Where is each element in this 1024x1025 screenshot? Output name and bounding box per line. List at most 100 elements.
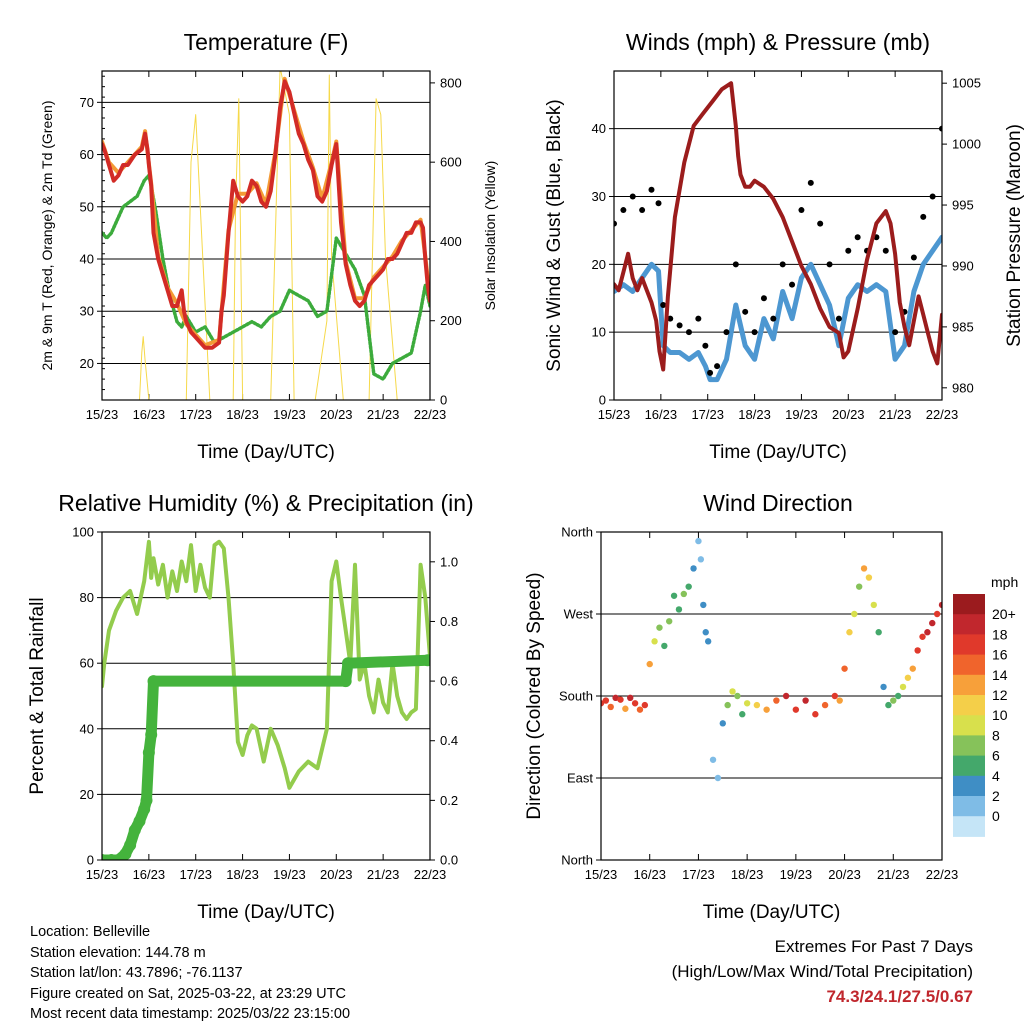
gust-point bbox=[892, 329, 899, 336]
temperature-x-label: Time (Day/UTC) bbox=[197, 442, 335, 463]
legend-label: 10 bbox=[992, 707, 1008, 723]
winds-x-tick-label: 18/23 bbox=[738, 407, 771, 422]
legend-label: 16 bbox=[992, 647, 1008, 663]
created-text: Figure created on Sat, 2025-03-22, at 23… bbox=[30, 985, 346, 1002]
direction-panel: 15/23 16/23 17/23 18/23 19/23 20/23 21/23 22/23… bbox=[524, 490, 958, 923]
direction-point bbox=[641, 701, 649, 709]
gust-point bbox=[910, 254, 917, 261]
humidity-y-ticks: 0 20 40 60 80 100 bbox=[72, 525, 102, 868]
direction-point bbox=[894, 692, 902, 700]
precip-line bbox=[102, 654, 430, 860]
temperature-y-right-tick-label: 600 bbox=[440, 155, 462, 170]
winds-x-label: Time (Day/UTC) bbox=[709, 442, 847, 463]
dewpoint-line bbox=[102, 173, 430, 381]
gust-point bbox=[660, 302, 667, 309]
winds-title: Winds (mph) & Pressure (mb) bbox=[626, 29, 930, 55]
direction-point bbox=[880, 683, 887, 691]
direction-title: Wind Direction bbox=[703, 490, 853, 516]
gust-point bbox=[639, 207, 646, 214]
direction-point bbox=[841, 665, 848, 672]
humidity-x-tick-label: 22/23 bbox=[414, 867, 447, 882]
direction-point bbox=[855, 583, 863, 590]
direction-point bbox=[933, 610, 941, 618]
legend-swatch bbox=[953, 695, 985, 716]
gust-point bbox=[751, 329, 758, 336]
winds-y-right-tick-label: 995 bbox=[952, 198, 974, 213]
direction-x-ticks: 15/23 16/23 17/23 18/23 19/23 20/23 21/23 22/23 bbox=[585, 532, 958, 882]
direction-point bbox=[612, 694, 619, 702]
humidity-x-tick-label: 17/23 bbox=[179, 867, 212, 882]
direction-x-tick-label: 19/23 bbox=[780, 867, 813, 882]
winds-y-right-tick-label: 985 bbox=[952, 319, 974, 334]
direction-point bbox=[695, 537, 702, 545]
winds-y-right-tick-label: 1000 bbox=[952, 137, 981, 152]
gust-point bbox=[920, 213, 927, 220]
direction-point bbox=[690, 565, 697, 572]
legend-swatch bbox=[953, 816, 985, 837]
winds-x-tick-label: 22/23 bbox=[926, 407, 959, 422]
direction-point bbox=[724, 701, 731, 709]
temperature-y-right-tick-label: 800 bbox=[440, 75, 462, 90]
direction-point bbox=[929, 619, 936, 627]
legend-swatch bbox=[953, 755, 985, 777]
temperature-y-label: 2m & 9m T (Red, Orange) & 2m Td (Green) bbox=[39, 101, 55, 371]
legend-label: 4 bbox=[992, 768, 1000, 784]
temperature-y-right-tick-label: 400 bbox=[440, 234, 462, 249]
gust-point bbox=[929, 193, 936, 200]
direction-y-tick-label: North bbox=[561, 853, 593, 868]
direction-point bbox=[631, 700, 639, 707]
winds-gridlines bbox=[614, 128, 942, 333]
gust-point bbox=[695, 315, 702, 322]
temperature-x-tick-label: 20/23 bbox=[320, 407, 353, 422]
temperature-frame bbox=[101, 70, 431, 401]
direction-point bbox=[792, 706, 800, 713]
latlon-text: Station lat/lon: 43.7896; -76.1137 bbox=[30, 965, 243, 981]
direction-point bbox=[670, 592, 678, 599]
direction-point bbox=[651, 638, 658, 645]
gust-point bbox=[614, 220, 617, 227]
winds-y-tick-label: 0 bbox=[599, 393, 606, 408]
gust-point bbox=[620, 207, 627, 214]
direction-point bbox=[734, 692, 741, 700]
direction-point bbox=[870, 601, 877, 609]
direction-point bbox=[697, 556, 705, 563]
pressure-line bbox=[614, 81, 942, 372]
humidity-x-tick-label: 20/23 bbox=[320, 867, 353, 882]
direction-x-label: Time (Day/UTC) bbox=[703, 902, 841, 923]
legend-swatch bbox=[953, 796, 985, 817]
legend-label: 12 bbox=[992, 687, 1008, 703]
direction-point bbox=[666, 618, 673, 625]
legend-label: 2 bbox=[992, 788, 1000, 804]
direction-point bbox=[899, 683, 907, 691]
location-text: Location: Belleville bbox=[30, 924, 151, 940]
humidity-x-tick-label: 21/23 bbox=[367, 867, 400, 882]
gust-point bbox=[789, 281, 796, 288]
humidity-x-tick-label: 15/23 bbox=[86, 867, 119, 882]
humidity-y-tick-label: 0 bbox=[87, 853, 94, 868]
gust-point bbox=[817, 220, 824, 227]
direction-point bbox=[709, 756, 717, 763]
winds-y-tick-label: 30 bbox=[592, 189, 606, 204]
direction-point bbox=[831, 692, 839, 700]
gust-point bbox=[742, 308, 749, 315]
direction-points bbox=[601, 537, 942, 782]
temp-2m-line bbox=[102, 79, 430, 350]
direction-point bbox=[782, 692, 790, 700]
direction-point bbox=[865, 574, 873, 581]
temperature-x-tick-label: 19/23 bbox=[273, 407, 306, 422]
winds-frame bbox=[613, 70, 943, 401]
gust-point bbox=[667, 315, 674, 322]
gust-points bbox=[614, 125, 942, 376]
winds-x-ticks: 15/23 16/23 17/23 18/23 19/23 20/23 21/23 22/23 bbox=[598, 71, 959, 422]
temperature-y-right-tick-label: 200 bbox=[440, 313, 462, 328]
humidity-x-label: Time (Day/UTC) bbox=[197, 902, 335, 923]
humidity-x-tick-label: 18/23 bbox=[226, 867, 259, 882]
humidity-y-right-tick-label: 1.0 bbox=[440, 554, 458, 569]
humidity-y-label: Percent & Total Rainfall bbox=[27, 597, 48, 794]
temperature-x-tick-label: 16/23 bbox=[133, 407, 166, 422]
extremes-title: Extremes For Past 7 Days bbox=[774, 937, 973, 956]
gust-point bbox=[714, 363, 721, 370]
direction-point bbox=[821, 701, 829, 709]
gust-point bbox=[676, 322, 683, 329]
